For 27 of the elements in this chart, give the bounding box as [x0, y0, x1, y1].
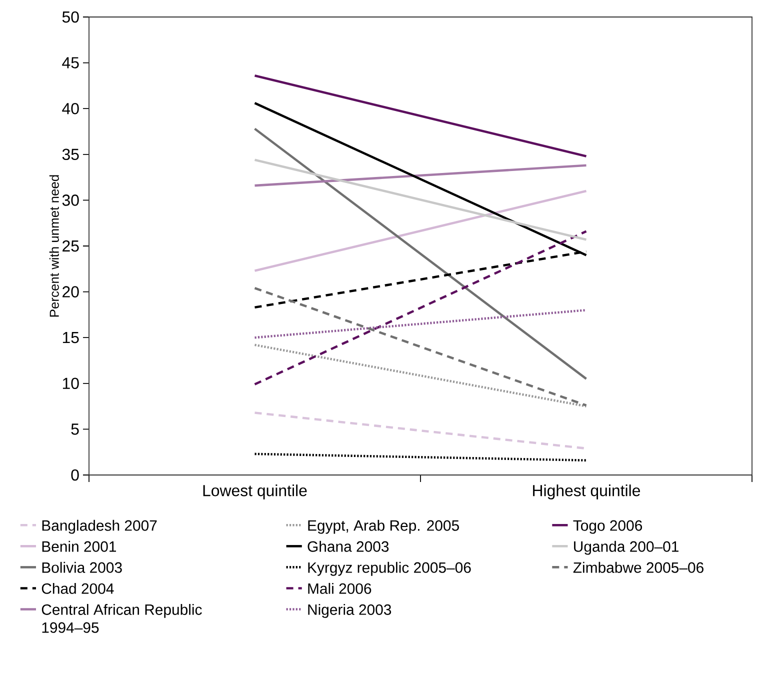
legend-label: Benin 2001	[42, 540, 116, 552]
y-tick-label: 15	[62, 332, 79, 344]
x-tick-label: Lowest quintile	[203, 484, 307, 500]
y-tick-label: 10	[62, 378, 79, 390]
legend-label: Ghana 2003	[308, 540, 389, 552]
y-tick-label: 45	[62, 57, 79, 68]
legend-label: Central African Republic 1994–95	[42, 604, 202, 633]
y-tick-label: 40	[62, 102, 79, 114]
y-tick-label: 0	[71, 469, 79, 481]
legend-label: Mali 2006	[308, 582, 372, 594]
x-tick-label: Highest quintile	[533, 484, 640, 500]
legend-label: Egypt, Arab Rep. 2005	[308, 520, 459, 534]
legend-label: Bolivia 2003	[42, 562, 122, 573]
legend-label: Zimbabwe 2005–06	[573, 562, 704, 573]
y-tick-label: 25	[62, 240, 79, 252]
y-tick-label: 20	[62, 286, 79, 298]
legend-label: Chad 2004	[42, 582, 114, 594]
legend-label: Nigeria 2003	[308, 604, 392, 618]
legend-label: Kyrgyz republic 2005–06	[308, 562, 471, 576]
y-axis-title: Percent with unmet need	[49, 175, 59, 317]
legend-label: Bangladesh 2007	[42, 520, 157, 534]
y-tick-label: 30	[62, 194, 79, 206]
legend-label: Togo 2006	[573, 520, 642, 534]
legend-label: Uganda 200–01	[574, 540, 678, 555]
y-tick-label: 5	[71, 424, 79, 435]
y-tick-label: 35	[62, 148, 79, 160]
y-tick-label: 50	[62, 11, 79, 23]
